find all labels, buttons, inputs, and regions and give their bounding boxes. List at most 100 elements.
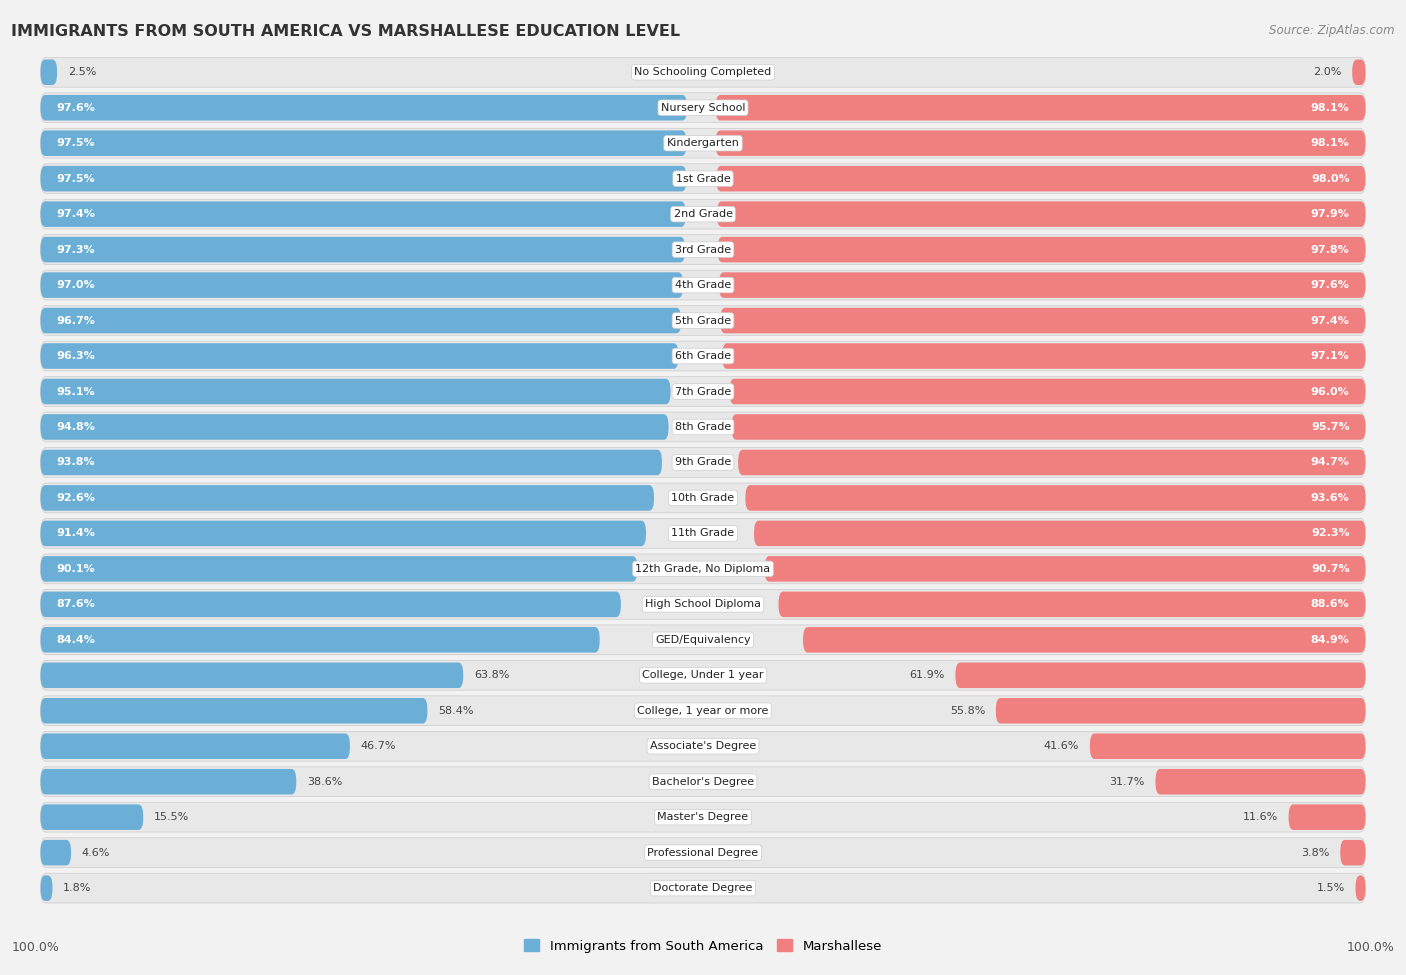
Text: 63.8%: 63.8% <box>474 670 509 681</box>
FancyBboxPatch shape <box>41 237 685 262</box>
FancyBboxPatch shape <box>41 521 645 546</box>
FancyBboxPatch shape <box>754 521 1365 546</box>
FancyBboxPatch shape <box>720 308 1365 333</box>
Text: 38.6%: 38.6% <box>307 777 342 787</box>
Text: 5th Grade: 5th Grade <box>675 316 731 326</box>
FancyBboxPatch shape <box>41 131 686 156</box>
FancyBboxPatch shape <box>41 129 1365 158</box>
Text: 97.9%: 97.9% <box>1310 210 1350 219</box>
FancyBboxPatch shape <box>41 414 669 440</box>
Legend: Immigrants from South America, Marshallese: Immigrants from South America, Marshalle… <box>519 934 887 957</box>
Text: 90.7%: 90.7% <box>1310 564 1350 574</box>
FancyBboxPatch shape <box>41 556 637 582</box>
Text: 100.0%: 100.0% <box>1347 941 1395 954</box>
Text: Nursery School: Nursery School <box>661 102 745 113</box>
Text: 94.7%: 94.7% <box>1310 457 1350 467</box>
FancyBboxPatch shape <box>41 58 1365 87</box>
FancyBboxPatch shape <box>718 272 1365 297</box>
Text: 11th Grade: 11th Grade <box>672 528 734 538</box>
Text: 2.0%: 2.0% <box>1313 67 1341 77</box>
Text: 94.8%: 94.8% <box>56 422 96 432</box>
FancyBboxPatch shape <box>1353 59 1365 85</box>
Text: College, Under 1 year: College, Under 1 year <box>643 670 763 681</box>
Text: 9th Grade: 9th Grade <box>675 457 731 467</box>
FancyBboxPatch shape <box>41 483 1365 513</box>
Text: 98.0%: 98.0% <box>1310 174 1350 183</box>
Text: 92.3%: 92.3% <box>1310 528 1350 538</box>
Text: 97.8%: 97.8% <box>1310 245 1350 254</box>
Text: 84.4%: 84.4% <box>56 635 96 644</box>
FancyBboxPatch shape <box>41 519 1365 548</box>
Text: 61.9%: 61.9% <box>910 670 945 681</box>
FancyBboxPatch shape <box>41 663 463 688</box>
Text: 97.6%: 97.6% <box>1310 280 1350 291</box>
Text: 11.6%: 11.6% <box>1243 812 1278 822</box>
Text: 97.4%: 97.4% <box>1310 316 1350 326</box>
Text: 100.0%: 100.0% <box>11 941 59 954</box>
Text: 10th Grade: 10th Grade <box>672 493 734 503</box>
Text: 12th Grade, No Diploma: 12th Grade, No Diploma <box>636 564 770 574</box>
Text: 1.8%: 1.8% <box>63 883 91 893</box>
Text: 96.7%: 96.7% <box>56 316 96 326</box>
FancyBboxPatch shape <box>41 306 1365 335</box>
FancyBboxPatch shape <box>41 202 686 227</box>
Text: 8th Grade: 8th Grade <box>675 422 731 432</box>
FancyBboxPatch shape <box>41 164 1365 194</box>
FancyBboxPatch shape <box>1156 769 1365 795</box>
Text: 3rd Grade: 3rd Grade <box>675 245 731 254</box>
FancyBboxPatch shape <box>41 804 143 830</box>
Text: IMMIGRANTS FROM SOUTH AMERICA VS MARSHALLESE EDUCATION LEVEL: IMMIGRANTS FROM SOUTH AMERICA VS MARSHAL… <box>11 24 681 39</box>
FancyBboxPatch shape <box>765 556 1365 582</box>
Text: 4.6%: 4.6% <box>82 847 110 858</box>
FancyBboxPatch shape <box>41 95 688 121</box>
Text: 98.1%: 98.1% <box>1310 138 1350 148</box>
Text: 3.8%: 3.8% <box>1302 847 1330 858</box>
Text: Associate's Degree: Associate's Degree <box>650 741 756 751</box>
Text: 15.5%: 15.5% <box>153 812 188 822</box>
Text: 96.0%: 96.0% <box>1310 386 1350 397</box>
FancyBboxPatch shape <box>41 270 1365 300</box>
Text: 90.1%: 90.1% <box>56 564 96 574</box>
FancyBboxPatch shape <box>1090 733 1365 759</box>
Text: 1st Grade: 1st Grade <box>676 174 730 183</box>
FancyBboxPatch shape <box>41 698 427 723</box>
FancyBboxPatch shape <box>41 343 679 369</box>
FancyBboxPatch shape <box>41 874 1365 903</box>
FancyBboxPatch shape <box>41 696 1365 725</box>
FancyBboxPatch shape <box>1355 876 1365 901</box>
FancyBboxPatch shape <box>41 376 1365 407</box>
FancyBboxPatch shape <box>717 202 1365 227</box>
FancyBboxPatch shape <box>41 486 654 511</box>
FancyBboxPatch shape <box>41 341 1365 370</box>
FancyBboxPatch shape <box>41 449 662 475</box>
FancyBboxPatch shape <box>730 378 1365 405</box>
FancyBboxPatch shape <box>738 449 1365 475</box>
Text: 96.3%: 96.3% <box>56 351 96 361</box>
Text: 7th Grade: 7th Grade <box>675 386 731 397</box>
FancyBboxPatch shape <box>41 272 683 297</box>
Text: 97.3%: 97.3% <box>56 245 96 254</box>
FancyBboxPatch shape <box>716 166 1365 191</box>
FancyBboxPatch shape <box>41 876 52 901</box>
Text: 97.4%: 97.4% <box>56 210 96 219</box>
Text: 97.0%: 97.0% <box>56 280 96 291</box>
Text: 46.7%: 46.7% <box>360 741 396 751</box>
Text: High School Diploma: High School Diploma <box>645 600 761 609</box>
Text: 95.7%: 95.7% <box>1310 422 1350 432</box>
Text: GED/Equivalency: GED/Equivalency <box>655 635 751 644</box>
FancyBboxPatch shape <box>41 378 671 405</box>
FancyBboxPatch shape <box>716 95 1365 121</box>
FancyBboxPatch shape <box>41 59 58 85</box>
Text: 97.6%: 97.6% <box>56 102 96 113</box>
FancyBboxPatch shape <box>41 731 1365 761</box>
Text: Professional Degree: Professional Degree <box>647 847 759 858</box>
Text: 84.9%: 84.9% <box>1310 635 1350 644</box>
FancyBboxPatch shape <box>41 448 1365 478</box>
Text: Master's Degree: Master's Degree <box>658 812 748 822</box>
FancyBboxPatch shape <box>41 592 621 617</box>
Text: 58.4%: 58.4% <box>439 706 474 716</box>
Text: 98.1%: 98.1% <box>1310 102 1350 113</box>
FancyBboxPatch shape <box>41 660 1365 690</box>
Text: No Schooling Completed: No Schooling Completed <box>634 67 772 77</box>
Text: 97.5%: 97.5% <box>56 174 96 183</box>
